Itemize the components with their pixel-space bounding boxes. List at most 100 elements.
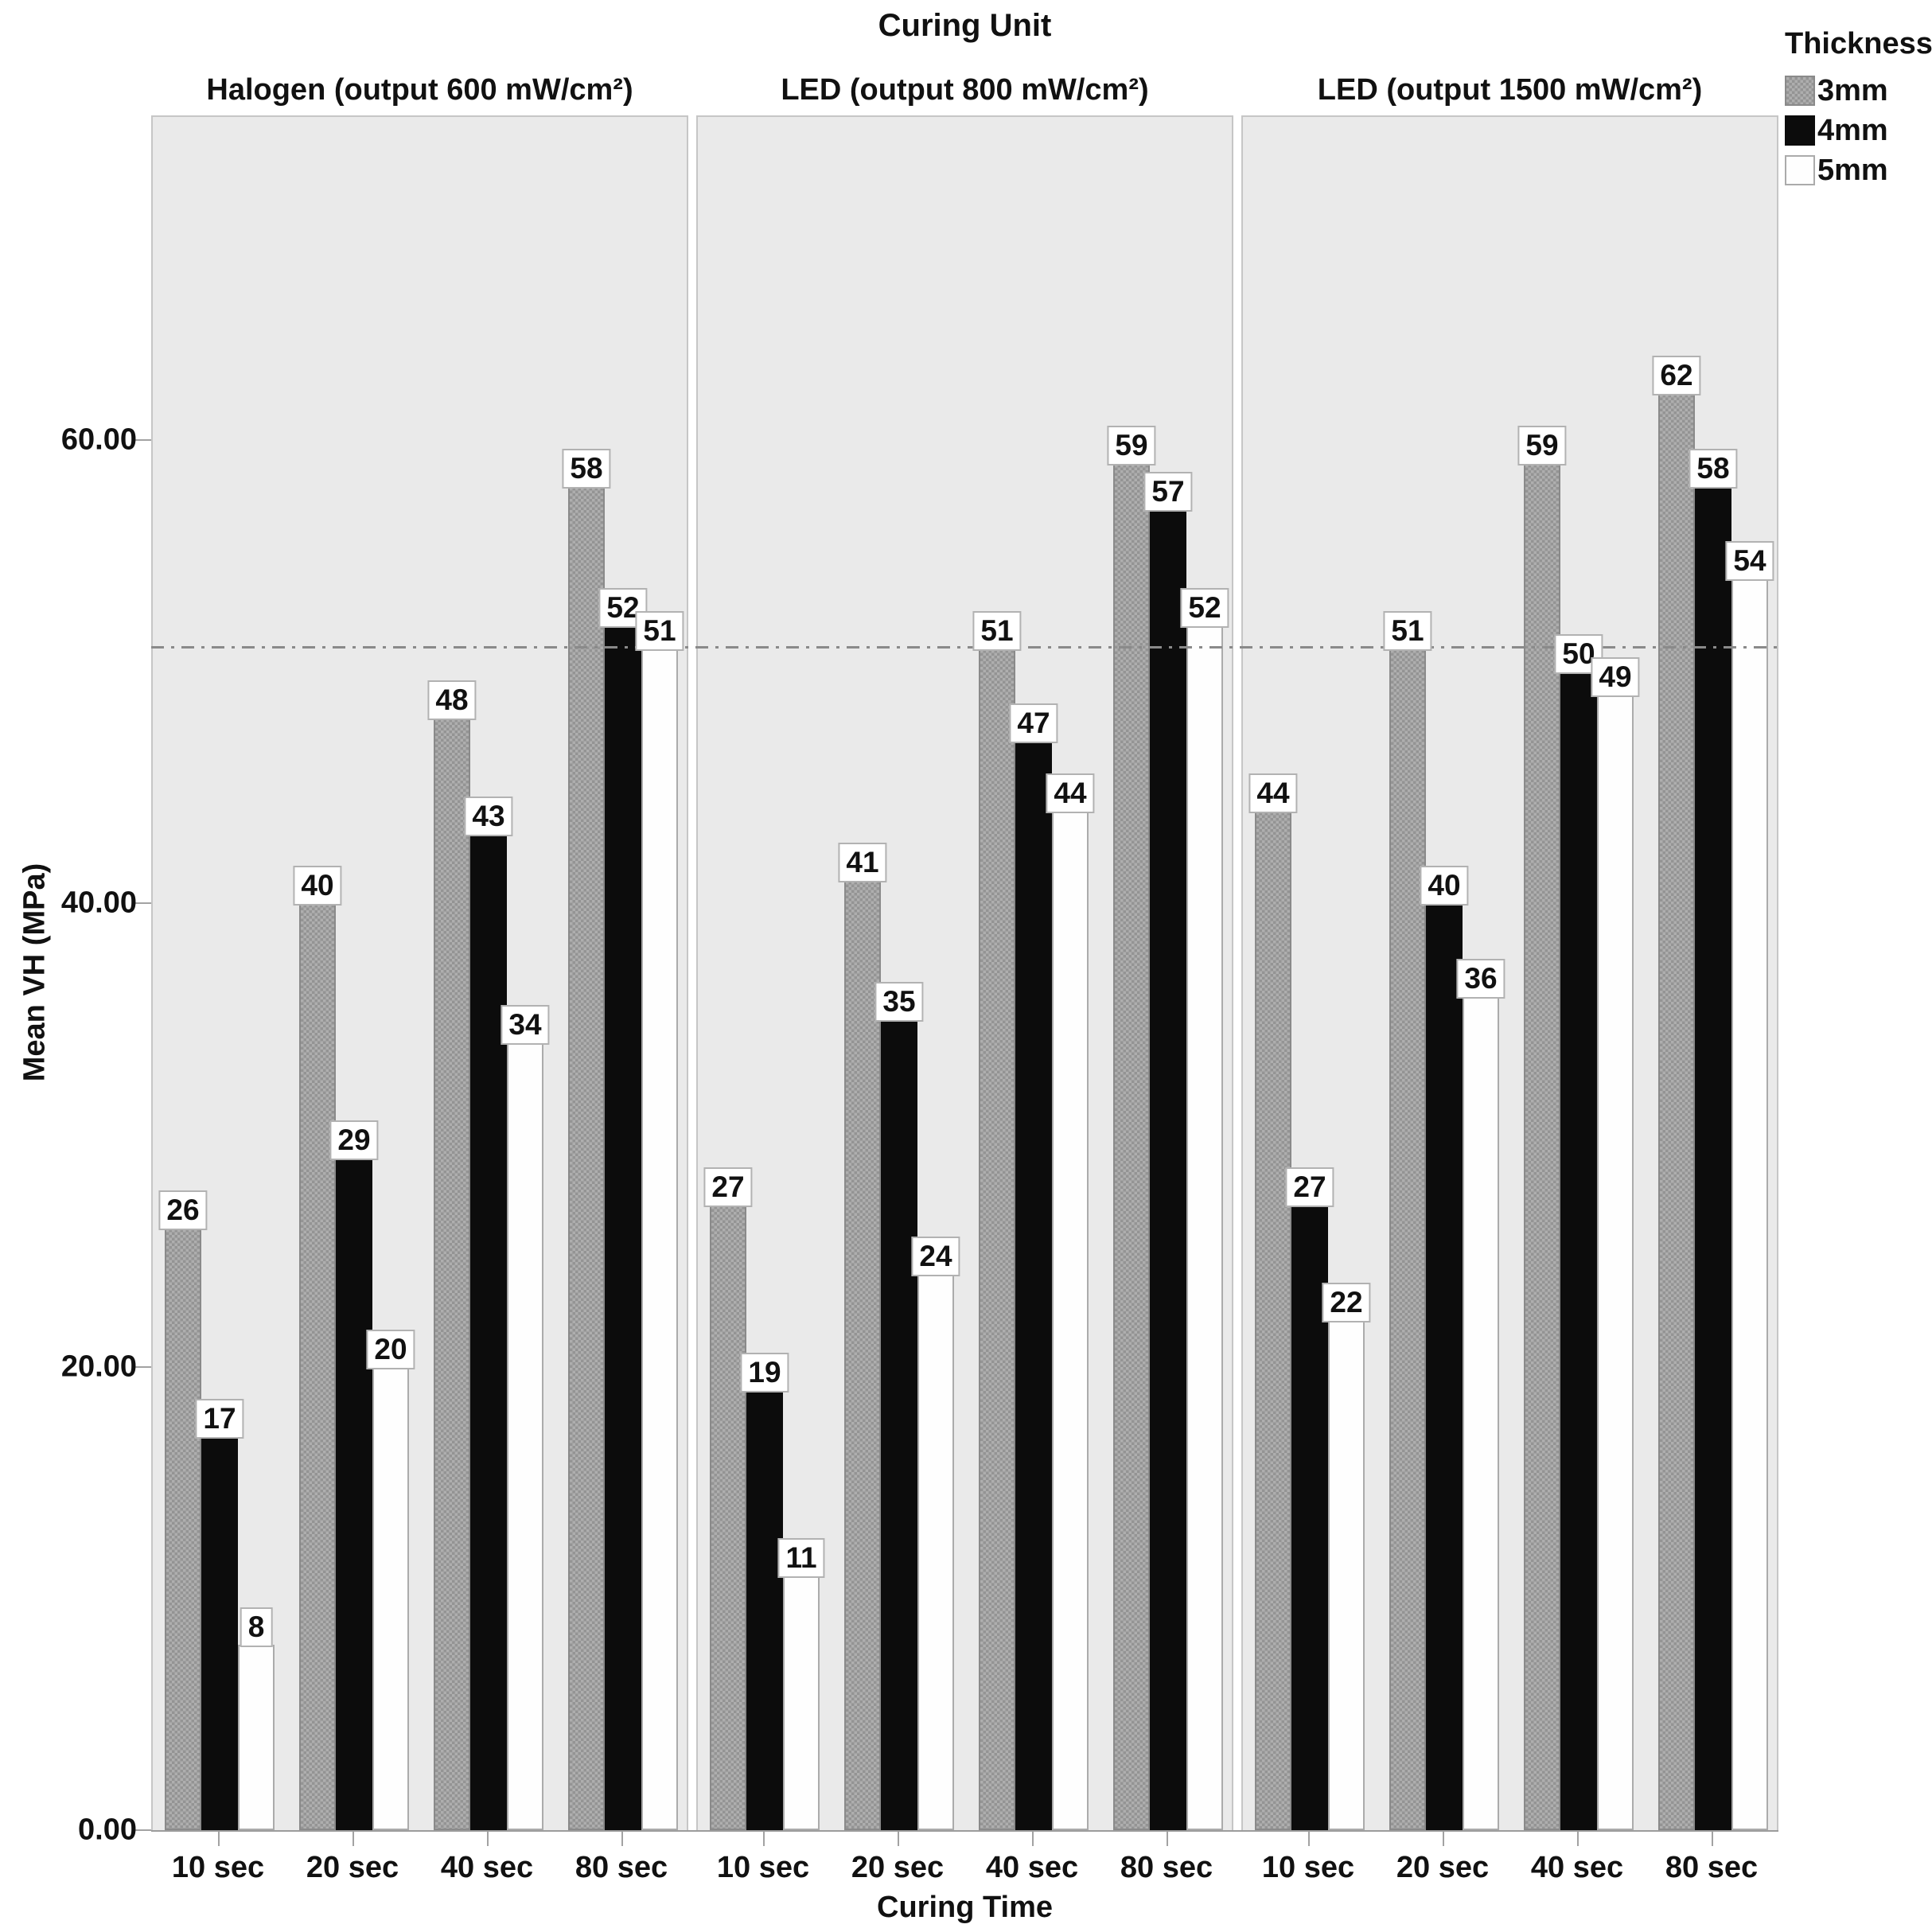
bar-value-label: 59 <box>1517 426 1567 465</box>
bar-4mm-10-sec <box>746 1390 783 1830</box>
bar-3mm-80-sec <box>1658 393 1695 1830</box>
plot-area: 26 40 48 58 17 29 43 52 8 20 34 51 27 41 51 59 19 35 47 57 1… <box>151 115 1778 1830</box>
bar-value-label: 27 <box>703 1167 753 1207</box>
legend-label-3mm: 3mm <box>1817 73 1888 107</box>
x-axis-line <box>151 1830 1778 1832</box>
bar-5mm-20-sec <box>372 1367 409 1830</box>
x-tick-label: 40 sec <box>440 1851 534 1884</box>
panel-background: 44 51 59 62 27 40 50 58 22 36 49 54 <box>1241 115 1778 1830</box>
bar-5mm-10-sec <box>1328 1320 1365 1830</box>
bar-3mm-80-sec <box>1113 463 1150 1830</box>
legend-item-5mm: 5mm <box>1785 150 1932 190</box>
bar-value-label: 40 <box>1420 866 1469 906</box>
bar-value-label: 58 <box>562 449 611 489</box>
legend-label-5mm: 5mm <box>1817 153 1888 187</box>
bar-4mm-80-sec <box>605 625 641 1830</box>
bar-value-label: 43 <box>464 797 513 836</box>
bar-value-label: 48 <box>427 680 477 720</box>
x-tick-mark <box>763 1832 765 1846</box>
legend-item-3mm: 3mm <box>1785 71 1932 111</box>
bar-value-label: 19 <box>740 1353 789 1393</box>
x-tick-mark <box>487 1832 489 1846</box>
reference-line <box>151 646 1778 649</box>
bar-5mm-10-sec <box>783 1576 820 1830</box>
bar-value-label: 29 <box>329 1120 379 1160</box>
bar-5mm-80-sec <box>641 649 678 1830</box>
bar-value-label: 24 <box>911 1237 960 1276</box>
y-tick-mark <box>134 1829 151 1831</box>
panel-background: 27 41 51 59 19 35 47 57 11 24 44 52 <box>696 115 1233 1830</box>
legend-swatch-5mm-icon <box>1785 155 1815 185</box>
panel-background: 26 40 48 58 17 29 43 52 8 20 34 51 <box>151 115 688 1830</box>
bar-5mm-20-sec <box>1463 996 1499 1830</box>
bar-value-label: 17 <box>195 1399 244 1439</box>
bar-value-label: 52 <box>1180 588 1229 628</box>
legend-title: Thickness <box>1785 27 1932 60</box>
x-tick-mark <box>621 1832 623 1846</box>
bar-value-label: 41 <box>838 843 887 882</box>
bar-3mm-40-sec <box>434 718 470 1830</box>
chart-title: Curing Unit <box>878 8 1052 43</box>
x-tick-mark <box>218 1832 220 1846</box>
bar-4mm-80-sec <box>1695 486 1731 1830</box>
bar-4mm-20-sec <box>336 1158 372 1830</box>
x-tick-mark <box>1577 1832 1579 1846</box>
bar-value-label: 34 <box>501 1005 550 1045</box>
x-tick-label: 10 sec <box>1261 1851 1355 1884</box>
bar-value-label: 57 <box>1143 472 1193 512</box>
bar-value-label: 35 <box>874 982 924 1022</box>
bar-value-label: 44 <box>1248 773 1298 813</box>
bar-4mm-40-sec <box>1015 741 1052 1830</box>
x-axis-title: Curing Time <box>877 1891 1053 1924</box>
bar-5mm-10-sec <box>238 1645 275 1830</box>
bar-value-label: 47 <box>1009 703 1058 743</box>
bar-value-label: 58 <box>1689 449 1738 489</box>
bar-5mm-80-sec <box>1186 625 1223 1830</box>
bar-4mm-20-sec <box>1426 903 1463 1830</box>
y-tick-label: 60.00 <box>60 423 137 457</box>
bar-value-label: 11 <box>777 1538 825 1578</box>
bar-value-label: 8 <box>240 1607 273 1647</box>
x-tick-label: 10 sec <box>171 1851 265 1884</box>
bar-3mm-10-sec <box>710 1205 746 1830</box>
legend: Thickness 3mm 4mm 5mm <box>1785 27 1932 190</box>
x-tick-mark <box>1167 1832 1168 1846</box>
x-tick-label: 20 sec <box>306 1851 399 1884</box>
bar-value-label: 54 <box>1725 541 1774 581</box>
bar-value-label: 51 <box>1383 611 1432 651</box>
bar-value-label: 49 <box>1591 657 1640 697</box>
panel-header-halogen-600: Halogen (output 600 mW/cm²) <box>206 73 633 107</box>
bar-5mm-40-sec <box>1597 695 1634 1830</box>
bar-value-label: 44 <box>1046 773 1095 813</box>
bar-5mm-20-sec <box>917 1274 954 1830</box>
bar-4mm-10-sec <box>1291 1205 1328 1830</box>
bar-4mm-40-sec <box>1560 672 1597 1830</box>
bar-3mm-10-sec <box>165 1228 201 1830</box>
panel-header-led-1500: LED (output 1500 mW/cm²) <box>1317 73 1703 107</box>
bar-5mm-40-sec <box>1052 811 1089 1830</box>
bar-value-label: 51 <box>635 611 684 651</box>
x-tick-mark <box>1712 1832 1713 1846</box>
bar-value-label: 27 <box>1285 1167 1334 1207</box>
x-tick-label: 20 sec <box>1396 1851 1490 1884</box>
x-tick-label: 80 sec <box>1120 1851 1213 1884</box>
bar-3mm-20-sec <box>299 903 336 1830</box>
legend-item-4mm: 4mm <box>1785 111 1932 150</box>
y-tick-mark <box>134 439 151 441</box>
panel-header-led-800: LED (output 800 mW/cm²) <box>781 73 1149 107</box>
bar-3mm-20-sec <box>844 880 881 1830</box>
bar-value-label: 52 <box>598 588 648 628</box>
x-tick-mark <box>353 1832 354 1846</box>
x-tick-label: 80 sec <box>1665 1851 1759 1884</box>
x-tick-mark <box>1443 1832 1444 1846</box>
bar-5mm-40-sec <box>507 1042 543 1830</box>
bar-value-label: 26 <box>158 1190 208 1230</box>
x-tick-label: 40 sec <box>985 1851 1079 1884</box>
bar-3mm-80-sec <box>568 486 605 1830</box>
y-tick-label: 40.00 <box>60 886 137 920</box>
x-tick-mark <box>898 1832 899 1846</box>
bar-3mm-20-sec <box>1389 649 1426 1830</box>
bar-value-label: 51 <box>972 611 1022 651</box>
bar-4mm-80-sec <box>1150 509 1186 1830</box>
